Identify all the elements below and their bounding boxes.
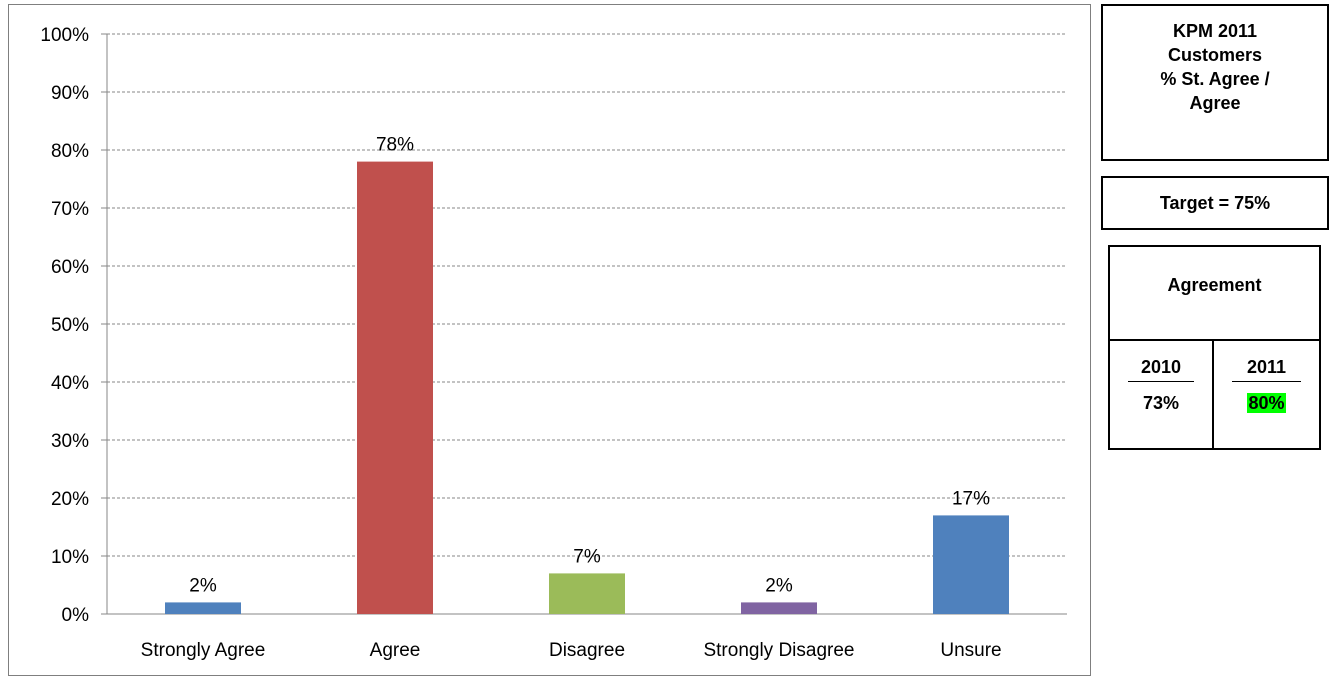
bar: [741, 602, 817, 614]
y-tick-label: 60%: [51, 257, 89, 278]
data-label: 7%: [573, 546, 601, 567]
data-label: 2%: [189, 575, 217, 596]
year-underline: [1128, 381, 1194, 382]
bar-chart: 0% 10% 20% 30% 40% 50% 60% 70% 80% 90% 100% 2% Stron…: [40, 25, 1067, 661]
agreement-column-2010: 2010 73%: [1110, 341, 1214, 450]
agreement-table: Agreement 2010 73% 2011 80%: [1108, 245, 1321, 450]
bar: [357, 161, 433, 614]
bar: [933, 515, 1009, 614]
kpm-line: KPM 2011: [1172, 21, 1258, 41]
y-tick-label: 0%: [62, 605, 90, 626]
kpm-line: Customers: [1167, 45, 1263, 65]
data-label: 17%: [952, 488, 990, 509]
year-label: 2011: [1246, 357, 1287, 377]
x-tick-label: Strongly Agree: [141, 640, 266, 661]
target-text: Target = 75%: [1159, 193, 1271, 213]
y-tick-label: 100%: [40, 25, 89, 46]
bar: [549, 573, 625, 614]
y-tick-label: 70%: [51, 199, 89, 220]
y-tick-label: 10%: [51, 547, 89, 568]
chart-frame: [8, 4, 1091, 676]
bar: [165, 602, 241, 614]
x-tick-label: Unsure: [940, 640, 1001, 661]
year-underline: [1232, 381, 1301, 382]
agreement-value-text: 73%: [1142, 393, 1180, 413]
data-label: 2%: [765, 575, 793, 596]
x-tick-label: Agree: [370, 640, 421, 661]
y-tick-label: 80%: [51, 141, 89, 162]
y-tick-label: 90%: [51, 83, 89, 104]
kpm-line: % St. Agree /: [1160, 69, 1270, 89]
agreement-value: 80%: [1214, 393, 1319, 414]
y-tick-label: 40%: [51, 373, 89, 394]
x-tick-label: Disagree: [549, 640, 625, 661]
agreement-column-2011: 2011 80%: [1214, 341, 1319, 450]
data-label: 78%: [376, 135, 414, 156]
kpm-info-box: KPM 2011 Customers % St. Agree / Agree: [1101, 4, 1329, 161]
agreement-value: 73%: [1110, 393, 1212, 414]
y-tick-label: 20%: [51, 489, 89, 510]
agreement-title: Agreement: [1110, 247, 1319, 341]
y-tick-label: 30%: [51, 431, 89, 452]
kpm-line: Agree: [1189, 93, 1241, 113]
x-tick-label: Strongly Disagree: [703, 640, 854, 661]
year-label: 2010: [1140, 357, 1182, 377]
target-box: Target = 75%: [1101, 176, 1329, 230]
agreement-value-highlighted: 80%: [1247, 393, 1286, 413]
y-tick-label: 50%: [51, 315, 89, 336]
